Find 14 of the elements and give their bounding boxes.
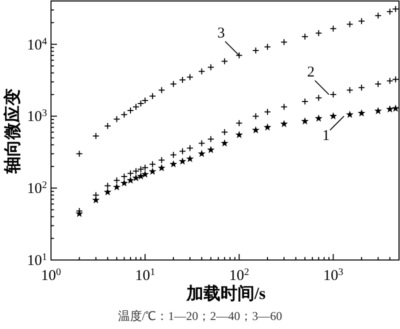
text: 温度/℃：1—20；2—40；3—60 (116, 308, 284, 325)
annotation: 3 (217, 25, 225, 42)
x-axis-title: 加载时间/s (186, 284, 266, 303)
x-tick-label: 10$^{1}$ (135, 266, 156, 284)
x-tick-label: 10$^{0}$ (41, 266, 61, 284)
y-tick-label: 10$^{1}$ (27, 252, 47, 269)
y-tick-label: 10$^{3}$ (27, 108, 47, 126)
x-tick-label: 10$^{2}$ (229, 266, 250, 284)
y-axis-title: 轴向微应变 (2, 88, 23, 176)
annotation: 1 (322, 128, 330, 144)
y-tick-label: 10$^{4}$ (27, 36, 47, 54)
y-tick-label: 10$^{2}$ (27, 180, 47, 198)
annotation: 2 (307, 64, 315, 81)
x-tick-label: 10$^{3}$ (323, 266, 344, 284)
